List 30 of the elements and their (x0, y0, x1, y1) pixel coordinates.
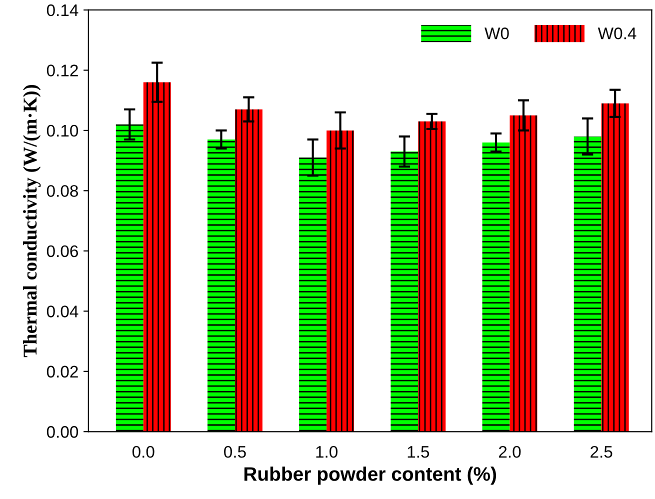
y-axis-title: Thermal conductivity (W/(m·K)) (23, 85, 41, 358)
y-tick-label: 0.12 (46, 64, 78, 76)
y-tick-label: 0.10 (46, 124, 78, 137)
x-tick-label: 2.5 (590, 446, 612, 458)
bar (390, 152, 418, 432)
bar (207, 139, 235, 432)
y-tick-label: 0.08 (46, 185, 78, 197)
bar (482, 142, 510, 432)
y-tick-label: 0.04 (46, 306, 78, 318)
y-tick-label: 0.06 (46, 245, 78, 258)
x-tick-label: 1.5 (408, 446, 430, 458)
x-tick-label: 2.0 (499, 446, 521, 458)
bar (326, 130, 354, 432)
y-tick-label: 0.00 (46, 426, 78, 438)
bar (510, 115, 538, 432)
x-tick-label: 0.5 (224, 446, 246, 458)
y-tick-label: 0.02 (46, 366, 78, 378)
bar (299, 158, 327, 432)
x-axis-title: Rubber powder content (%) (244, 466, 496, 485)
bar (116, 124, 144, 432)
bar (143, 82, 171, 432)
x-tick-label: 0.0 (132, 446, 154, 458)
bar (234, 109, 262, 432)
bar (601, 103, 629, 432)
legend-label: W0.4 (598, 28, 636, 40)
bar (418, 121, 446, 432)
legend-label: W0 (484, 28, 509, 40)
bar (574, 136, 602, 432)
y-tick-label: 0.14 (46, 4, 78, 16)
x-tick-label: 1.0 (316, 446, 338, 458)
